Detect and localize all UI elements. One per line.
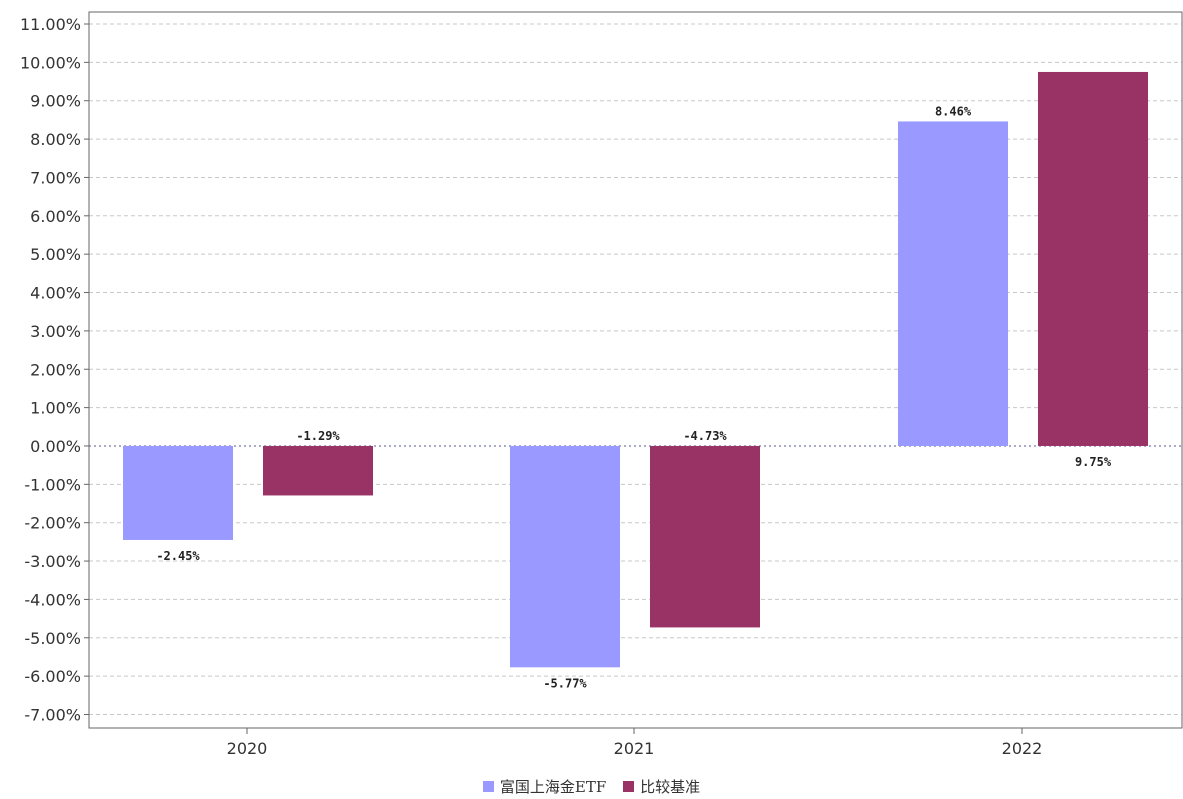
legend-label-series-2: 比较基准 xyxy=(640,778,701,796)
y-tick-label: 2.00% xyxy=(30,360,81,379)
y-tick-label: 11.00% xyxy=(20,15,81,34)
x-tick-label: 2022 xyxy=(1002,739,1043,758)
legend-label-series-1: 富国上海金ETF xyxy=(499,778,607,796)
data-labels: -2.45% -5.77% 8.46% -1.29% -4.73% 9.75% xyxy=(156,104,1112,690)
data-label: -1.29% xyxy=(296,429,340,443)
y-tick-label: 0.00% xyxy=(30,437,81,456)
bar-series-2-2020 xyxy=(263,445,373,496)
legend: 富国上海金ETF 比较基准 xyxy=(0,776,1183,797)
y-tick-label: 6.00% xyxy=(30,207,81,226)
bar-series-1-2020 xyxy=(123,445,233,540)
x-tick-label: 2021 xyxy=(614,739,655,758)
legend-swatch-series-2 xyxy=(623,781,635,792)
y-tick-label: -3.00% xyxy=(24,552,81,571)
axes: 11.00% 10.00% 9.00% 8.00% 7.00% 6.00% 5.00% 4.0… xyxy=(20,11,1183,758)
bar-chart: 11.00% 10.00% 9.00% 8.00% 7.00% 6.00% 5.00% 4.0… xyxy=(20,11,1183,758)
y-tick-label: 8.00% xyxy=(30,130,81,149)
bar-series-1-2022 xyxy=(898,121,1008,446)
x-tick-label: 2020 xyxy=(227,739,268,758)
data-label: -5.77% xyxy=(543,676,587,690)
y-tick-label: 3.00% xyxy=(30,322,81,341)
y-tick-label: 9.00% xyxy=(30,92,81,111)
y-tick-label: 1.00% xyxy=(30,399,81,418)
gridlines xyxy=(89,23,1182,715)
data-label: 8.46% xyxy=(935,104,972,118)
y-tick-label: 7.00% xyxy=(30,168,81,187)
y-tick-label: 10.00% xyxy=(20,53,81,72)
y-tick-label: -2.00% xyxy=(24,514,81,533)
y-tick-label: -5.00% xyxy=(24,629,81,648)
legend-item-series-2: 比较基准 xyxy=(623,776,700,797)
y-tick-label: -1.00% xyxy=(24,475,81,494)
bar-series-2-2022 xyxy=(1038,71,1148,446)
bar-series-1-2021 xyxy=(510,445,620,668)
y-tick-label: -6.00% xyxy=(24,667,81,686)
y-tick-label: -4.00% xyxy=(24,590,81,609)
y-tick-label: 5.00% xyxy=(30,245,81,264)
data-label: -2.45% xyxy=(156,549,200,563)
legend-swatch-series-1 xyxy=(482,781,494,792)
plot-frame xyxy=(88,11,1183,729)
legend-item-series-1: 富国上海金ETF xyxy=(482,776,607,797)
bar-series-2-2021 xyxy=(650,445,760,628)
data-label: -4.73% xyxy=(683,429,727,443)
bars xyxy=(123,71,1148,668)
y-tick-label: 4.00% xyxy=(30,284,81,303)
y-tick-label: -7.00% xyxy=(24,706,81,725)
data-label: 9.75% xyxy=(1075,455,1112,469)
